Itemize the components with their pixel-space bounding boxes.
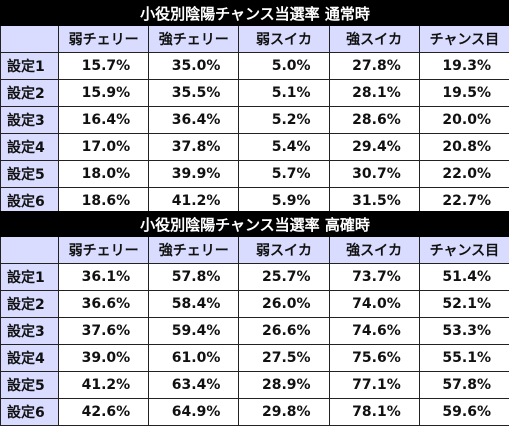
rate-cell: 35.0% [149,53,239,80]
rate-cell: 29.8% [239,399,329,426]
rate-cell: 37.6% [59,318,149,345]
header-row: 弱チェリー 強チェリー 弱スイカ 強スイカ チャンス目 [1,237,509,264]
rate-cell: 77.1% [329,372,419,399]
rate-cell: 5.2% [239,107,329,134]
table-row: 設定5 41.2% 63.4% 28.9% 77.1% 57.8% [1,372,509,399]
table-title: 小役別陰陽チャンス当選率 通常時 [1,1,509,26]
col-header: チャンス目 [419,26,509,53]
rate-cell: 15.9% [59,80,149,107]
header-row: 弱チェリー 強チェリー 弱スイカ 強スイカ チャンス目 [1,26,509,53]
rate-cell: 57.8% [149,264,239,291]
table-row: 設定3 16.4% 36.4% 5.2% 28.6% 20.0% [1,107,509,134]
rate-cell: 73.7% [329,264,419,291]
rate-cell: 27.8% [329,53,419,80]
rate-cell: 78.1% [329,399,419,426]
rate-cell: 15.7% [59,53,149,80]
row-label: 設定3 [1,318,59,345]
rate-cell: 61.0% [149,345,239,372]
row-label: 設定3 [1,107,59,134]
corner-cell [1,237,59,264]
col-header: 強スイカ [329,26,419,53]
table-row: 設定2 36.6% 58.4% 26.0% 74.0% 52.1% [1,291,509,318]
rate-cell: 35.5% [149,80,239,107]
rate-cell: 57.8% [419,372,509,399]
table-title-row: 小役別陰陽チャンス当選率 通常時 [1,1,509,26]
rate-cell: 5.4% [239,134,329,161]
rate-cell: 41.2% [59,372,149,399]
col-header: 弱チェリー [59,26,149,53]
table-title: 小役別陰陽チャンス当選率 高確時 [1,212,509,237]
col-header: 強スイカ [329,237,419,264]
col-header: 弱チェリー [59,237,149,264]
rate-cell: 20.8% [419,134,509,161]
col-header: 強チェリー [149,26,239,53]
rate-cell: 59.4% [149,318,239,345]
table-row: 設定1 15.7% 35.0% 5.0% 27.8% 19.3% [1,53,509,80]
rate-cell: 74.6% [329,318,419,345]
rate-cell: 5.1% [239,80,329,107]
rate-cell: 39.9% [149,161,239,188]
table-row: 設定4 39.0% 61.0% 27.5% 75.6% 55.1% [1,345,509,372]
rate-cell: 64.9% [149,399,239,426]
row-label: 設定2 [1,80,59,107]
corner-cell [1,26,59,53]
rate-cell: 51.4% [419,264,509,291]
table-row: 設定5 18.0% 39.9% 5.7% 30.7% 22.0% [1,161,509,188]
table-normal-rates: 小役別陰陽チャンス当選率 通常時 弱チェリー 強チェリー 弱スイカ 強スイカ チ… [0,0,509,215]
rate-cell: 74.0% [329,291,419,318]
table-row: 設定2 15.9% 35.5% 5.1% 28.1% 19.5% [1,80,509,107]
rate-cell: 36.4% [149,107,239,134]
rate-cell: 28.9% [239,372,329,399]
rate-cell: 19.5% [419,80,509,107]
rate-cell: 53.3% [419,318,509,345]
row-label: 設定5 [1,161,59,188]
rate-cell: 20.0% [419,107,509,134]
table-row: 設定4 17.0% 37.8% 5.4% 29.4% 20.8% [1,134,509,161]
row-label: 設定6 [1,399,59,426]
rate-cell: 28.6% [329,107,419,134]
rate-cell: 52.1% [419,291,509,318]
row-label: 設定1 [1,264,59,291]
rate-cell: 63.4% [149,372,239,399]
table-title-row: 小役別陰陽チャンス当選率 高確時 [1,212,509,237]
rate-cell: 28.1% [329,80,419,107]
rate-cell: 17.0% [59,134,149,161]
rate-cell: 36.1% [59,264,149,291]
rate-cell: 19.3% [419,53,509,80]
rate-cell: 5.0% [239,53,329,80]
rate-cell: 36.6% [59,291,149,318]
row-label: 設定4 [1,134,59,161]
rate-cell: 37.8% [149,134,239,161]
table-row: 設定6 42.6% 64.9% 29.8% 78.1% 59.6% [1,399,509,426]
rate-cell: 26.6% [239,318,329,345]
rate-cell: 55.1% [419,345,509,372]
rate-cell: 25.7% [239,264,329,291]
table-row: 設定3 37.6% 59.4% 26.6% 74.6% 53.3% [1,318,509,345]
rate-cell: 29.4% [329,134,419,161]
table-row: 設定1 36.1% 57.8% 25.7% 73.7% 51.4% [1,264,509,291]
rate-cell: 27.5% [239,345,329,372]
col-header: 弱スイカ [239,237,329,264]
rate-cell: 26.0% [239,291,329,318]
table-high-rates: 小役別陰陽チャンス当選率 高確時 弱チェリー 強チェリー 弱スイカ 強スイカ チ… [0,211,509,426]
col-header: 強チェリー [149,237,239,264]
row-label: 設定1 [1,53,59,80]
row-label: 設定2 [1,291,59,318]
rate-cell: 30.7% [329,161,419,188]
col-header: 弱スイカ [239,26,329,53]
rate-cell: 18.0% [59,161,149,188]
rate-cell: 58.4% [149,291,239,318]
row-label: 設定5 [1,372,59,399]
rate-cell: 59.6% [419,399,509,426]
rate-cell: 16.4% [59,107,149,134]
rate-cell: 5.7% [239,161,329,188]
row-label: 設定4 [1,345,59,372]
rate-cell: 75.6% [329,345,419,372]
rate-cell: 39.0% [59,345,149,372]
col-header: チャンス目 [419,237,509,264]
rate-cell: 22.0% [419,161,509,188]
rate-cell: 42.6% [59,399,149,426]
